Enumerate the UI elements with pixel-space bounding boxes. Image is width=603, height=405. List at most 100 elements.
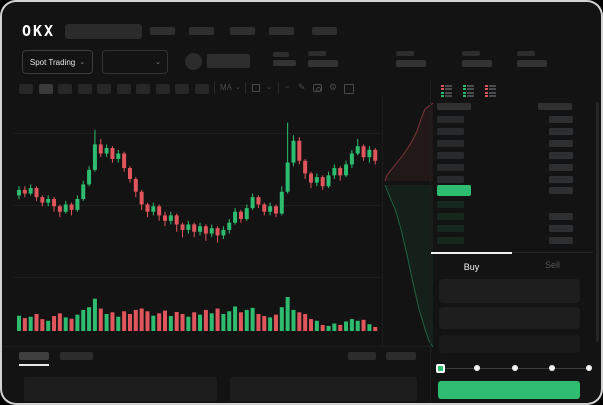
volume-bar: [139, 308, 144, 331]
interval-button[interactable]: [38, 84, 53, 94]
ask-row-price[interactable]: [437, 116, 464, 123]
candle: [75, 199, 80, 210]
candle: [174, 215, 179, 225]
interval-button[interactable]: [77, 84, 92, 94]
interval-button[interactable]: [136, 84, 150, 94]
candle: [40, 197, 45, 203]
candle: [303, 160, 308, 174]
interval-button[interactable]: [155, 84, 170, 94]
bid-row-price[interactable]: [437, 213, 464, 220]
candle: [338, 168, 343, 176]
volume-bar: [344, 321, 349, 331]
bid-row-price[interactable]: [437, 225, 464, 232]
tab-option-right-1[interactable]: [348, 352, 376, 360]
buy-tab[interactable]: Buy: [431, 252, 512, 276]
ask-row-price[interactable]: [437, 152, 464, 159]
candle: [233, 211, 238, 223]
line-chart-icon[interactable]: ~: [284, 82, 290, 92]
chevron-down-icon[interactable]: ⌄: [266, 84, 272, 91]
search-input[interactable]: [65, 24, 142, 39]
candle: [63, 204, 68, 212]
ask-row-price[interactable]: [437, 176, 464, 183]
candle: [367, 149, 372, 158]
draw-pencil-icon[interactable]: ✎: [298, 82, 306, 92]
volume-chart[interactable]: [14, 293, 382, 333]
ask-row-amount[interactable]: [549, 128, 573, 135]
volume-bar: [186, 316, 191, 331]
book-both-icon[interactable]: [440, 84, 454, 98]
fullscreen-icon[interactable]: [344, 84, 354, 94]
bid-row-price[interactable]: [437, 201, 464, 208]
candle-type-icon[interactable]: [252, 84, 260, 92]
candle: [203, 226, 208, 234]
slider-tick[interactable]: [474, 365, 481, 371]
pair-select[interactable]: ⌄: [102, 50, 168, 74]
candle: [186, 224, 191, 230]
slider-tick[interactable]: [511, 365, 518, 371]
book-header-price: [437, 103, 471, 110]
bid-row-amount[interactable]: [549, 225, 573, 232]
percent-slider[interactable]: [431, 362, 601, 376]
orders-panel: [230, 377, 417, 401]
volume-bar: [22, 318, 27, 331]
interval-button[interactable]: [194, 84, 209, 94]
bid-row-price[interactable]: [437, 237, 464, 244]
bottom-tabs: [2, 346, 430, 377]
settings-gear-icon[interactable]: ⚙: [329, 82, 338, 92]
interval-button[interactable]: [175, 84, 189, 94]
ask-row-amount[interactable]: [549, 152, 573, 159]
nav-item[interactable]: [269, 27, 294, 35]
candle: [145, 204, 150, 212]
tab-history[interactable]: [60, 352, 93, 360]
slider-tick[interactable]: [586, 365, 592, 371]
price-input[interactable]: [439, 279, 580, 303]
trading-controls: Spot Trading ⌄ ⌄: [2, 47, 601, 79]
nav-item[interactable]: [230, 27, 255, 35]
interval-button[interactable]: [97, 84, 111, 94]
volume-bar: [227, 311, 232, 331]
volume-bar: [163, 310, 167, 331]
interval-button[interactable]: [116, 84, 131, 94]
camera-icon[interactable]: [313, 84, 322, 92]
interval-button[interactable]: [19, 84, 33, 94]
nav-item[interactable]: [312, 27, 337, 35]
ask-row-amount[interactable]: [549, 140, 573, 147]
chevron-down-icon[interactable]: ⌄: [235, 84, 241, 91]
okx-logo[interactable]: OKX: [22, 22, 56, 40]
nav-item[interactable]: [150, 27, 175, 35]
tab-option-right-2[interactable]: [386, 352, 416, 360]
scrollbar[interactable]: [596, 102, 599, 342]
candle: [34, 188, 39, 198]
ask-row-amount[interactable]: [549, 164, 573, 171]
bid-row-amount[interactable]: [549, 237, 573, 244]
market-type-dropdown[interactable]: Spot Trading ⌄: [22, 50, 93, 74]
book-bids-icon[interactable]: [462, 84, 476, 98]
pair-name-placeholder: [207, 54, 250, 68]
volume-bar: [320, 324, 325, 331]
sell-tab[interactable]: Sell: [512, 253, 593, 275]
total-input[interactable]: [439, 335, 580, 353]
ask-row-price[interactable]: [437, 140, 464, 147]
ask-row-price[interactable]: [437, 164, 464, 171]
bid-row-amount[interactable]: [549, 213, 573, 220]
tab-orders[interactable]: [19, 352, 49, 360]
slider-tick[interactable]: [548, 365, 555, 371]
top-nav: OKX: [2, 2, 601, 47]
last-price-bar[interactable]: [437, 185, 471, 196]
slider-handle[interactable]: [436, 364, 445, 373]
volume-bar: [28, 316, 33, 331]
interval-button[interactable]: [58, 84, 72, 94]
ask-row-price[interactable]: [437, 128, 464, 135]
buy-button[interactable]: [438, 381, 580, 399]
volume-bar: [63, 317, 68, 331]
candle: [268, 206, 273, 212]
price-chart[interactable]: [14, 102, 382, 294]
ask-row-amount[interactable]: [549, 116, 573, 123]
book-asks-icon[interactable]: [484, 84, 498, 98]
ask-row-amount[interactable]: [549, 176, 573, 183]
nav-item[interactable]: [189, 27, 214, 35]
amount-input[interactable]: [439, 307, 580, 329]
orders-panel: [24, 377, 217, 401]
indicator-dropdown[interactable]: MA: [220, 83, 232, 92]
